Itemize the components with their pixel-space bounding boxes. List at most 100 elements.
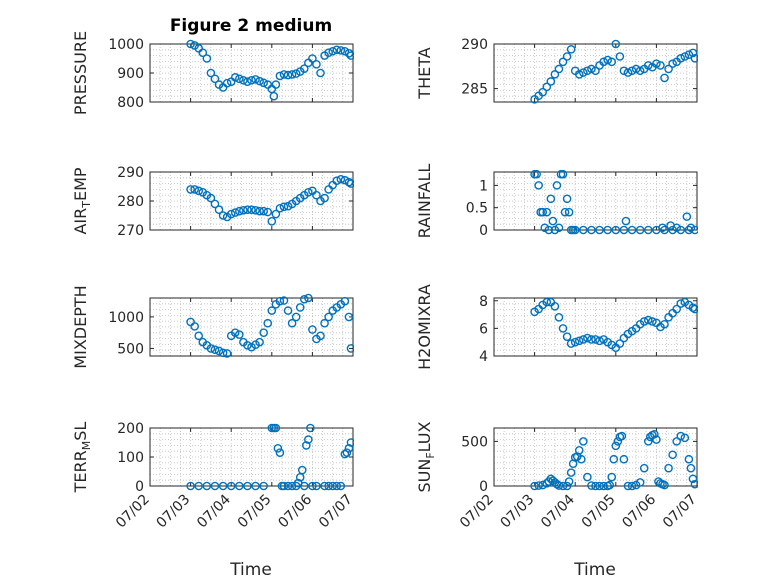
data-point — [324, 481, 333, 491]
data-point — [255, 76, 264, 86]
data-point — [587, 64, 596, 74]
data-series — [530, 39, 698, 104]
x-tick-label: 07/03 — [498, 492, 538, 532]
data-point — [656, 61, 665, 70]
data-point — [186, 481, 195, 491]
data-point — [324, 185, 333, 194]
data-point — [243, 340, 252, 350]
data-point — [263, 207, 273, 217]
data-point — [534, 181, 543, 190]
data-point — [554, 313, 564, 322]
data-point — [251, 205, 260, 215]
grid — [149, 172, 354, 230]
data-point — [340, 449, 350, 459]
data-point — [619, 454, 629, 464]
data-point — [259, 78, 268, 88]
data-point — [230, 328, 240, 337]
data-series — [186, 293, 354, 358]
data-point — [214, 205, 224, 214]
data-point — [552, 181, 562, 190]
y-tick-label: 270 — [117, 223, 144, 239]
data-point — [570, 225, 580, 235]
data-point — [680, 433, 690, 443]
data-point — [562, 52, 572, 61]
data-point — [684, 454, 694, 464]
data-point — [684, 50, 694, 60]
y-axis-label: AIRTEMP — [71, 167, 93, 234]
data-point — [344, 443, 354, 453]
data-point — [650, 429, 659, 439]
subplot-air-temp: 270 280 290 AIRTEMP — [71, 165, 354, 239]
data-point — [190, 185, 199, 194]
y-tick-label: 0 — [479, 223, 488, 239]
y-tick-label: 0 — [135, 479, 144, 495]
data-point — [336, 46, 346, 55]
data-point — [210, 481, 220, 491]
data-point — [230, 208, 240, 217]
data-point — [579, 68, 588, 77]
y-label-subscript: F — [424, 452, 437, 458]
x-tick-label: 07/02 — [113, 492, 153, 532]
x-tick-label: 07/07 — [660, 492, 700, 532]
data-point — [554, 64, 564, 74]
data-point — [202, 54, 212, 63]
data-series — [186, 174, 354, 226]
data-point — [587, 481, 596, 490]
x-axis-label-right: Time — [573, 560, 616, 580]
y-tick-label: 280 — [117, 194, 144, 210]
data-point — [530, 481, 539, 491]
data-point — [344, 177, 354, 187]
data-point — [611, 441, 621, 451]
data-point — [538, 207, 548, 217]
data-point — [279, 70, 289, 79]
data-point — [591, 335, 600, 344]
data-point — [218, 211, 228, 220]
data-point — [619, 225, 629, 235]
data-point — [259, 328, 268, 337]
data-point — [255, 206, 264, 216]
data-point — [660, 225, 669, 235]
axes-frame — [493, 297, 698, 357]
data-point — [304, 293, 313, 303]
data-point — [275, 71, 285, 81]
data-point — [271, 80, 281, 89]
y-tick-label: 1000 — [108, 37, 144, 53]
data-point — [599, 57, 608, 67]
data-point — [652, 59, 661, 68]
data-point — [340, 46, 350, 56]
data-point — [542, 297, 552, 307]
data-series — [186, 39, 354, 101]
grid — [493, 44, 698, 102]
data-point — [672, 437, 682, 446]
data-point — [623, 68, 633, 77]
data-series — [530, 429, 698, 491]
data-point — [336, 481, 346, 491]
data-point — [574, 446, 584, 455]
data-point — [579, 225, 588, 235]
data-point — [251, 75, 260, 84]
data-point — [534, 481, 543, 490]
data-point — [243, 205, 252, 214]
data-point — [564, 477, 574, 486]
subplot-pressure: 800 900 1000 PRESSURE — [71, 31, 354, 115]
data-point — [295, 303, 305, 312]
data-point — [611, 225, 621, 235]
data-point — [304, 58, 313, 68]
data-point — [324, 48, 333, 58]
data-point — [312, 481, 321, 491]
data-point — [668, 450, 677, 460]
y-axis-label: H2OMIXRA — [415, 284, 434, 370]
data-point — [206, 344, 216, 353]
data-point — [210, 345, 220, 354]
data-point — [332, 45, 342, 55]
data-point — [222, 78, 232, 88]
data-point — [690, 53, 698, 63]
data-point — [566, 45, 576, 54]
data-point — [680, 52, 690, 61]
data-point — [306, 423, 315, 433]
data-point — [648, 317, 657, 326]
data-point — [617, 431, 627, 441]
x-tick-label: 07/06 — [619, 491, 659, 531]
y-tick-label: 285 — [461, 82, 488, 98]
